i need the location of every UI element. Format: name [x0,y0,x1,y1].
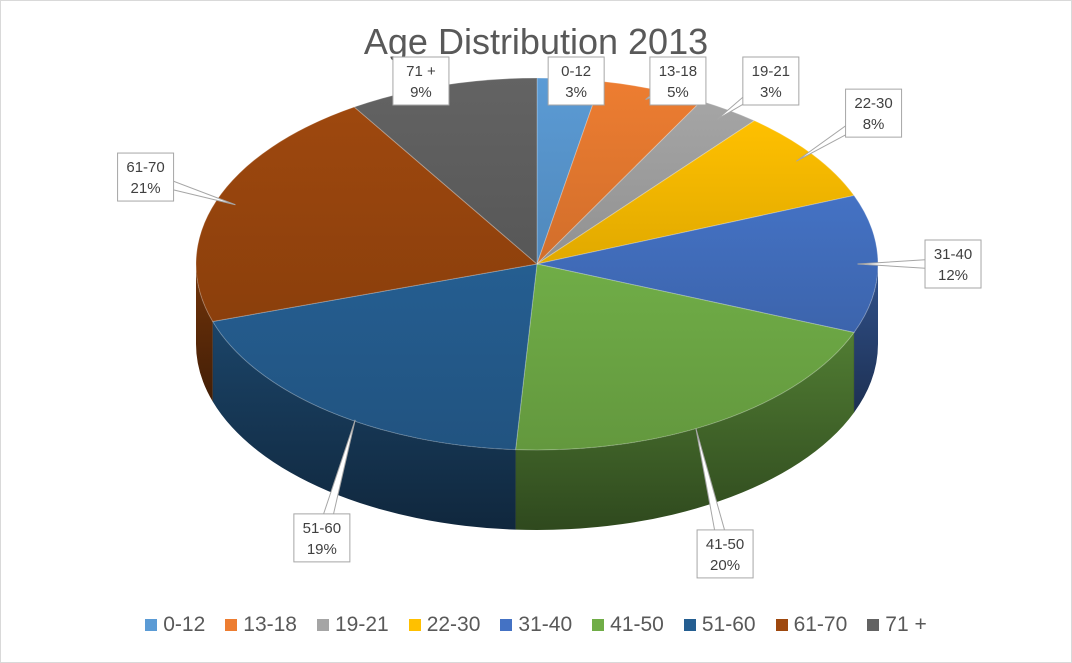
legend-label: 22-30 [426,613,481,636]
label-box [696,529,754,579]
label-percent: 5% [667,84,689,101]
legend-label: 51-60 [701,613,756,636]
legend-item: 71 + [867,613,927,637]
label-percent: 19% [307,541,337,558]
label-category: 41-50 [706,536,744,553]
legend-item: 31-40 [500,613,572,637]
legend-item: 51-60 [683,613,756,637]
label-category: 61-70 [126,159,164,176]
legend-swatch [867,619,880,631]
pie-side-4 [854,264,878,413]
data-label-8: 71 + 9% [392,56,450,106]
legend-item: 13-18 [225,613,297,637]
label-box [845,88,903,138]
legend-item: 41-50 [592,613,664,637]
label-box [742,56,800,106]
pie-side-walls [196,264,878,531]
chart-title: Age Distribution 2013 [363,21,709,62]
data-label-3: 22-30 8% [796,88,903,162]
label-box [649,56,707,106]
data-label-4: 31-40 12% [857,239,982,289]
legend-swatch [592,619,605,631]
legend: 0-12 13-18 19-21 22-30 31-40 41-50 51-60 61-70 7… [1,613,1071,637]
data-label-1: 13-18 5% [645,56,707,106]
data-labels: 0-12 3% 13-18 5% 19-21 3% 22-30 8% 31-40 12% 41-50… [117,56,982,579]
legend-label: 0-12 [163,613,206,636]
pie-side-5 [515,332,855,531]
label-category: 51-60 [303,520,341,537]
legend-label: 41-50 [610,613,664,636]
label-percent: 9% [410,84,432,101]
label-category: 13-18 [659,63,697,80]
pie-slice-41-50 [515,263,855,451]
data-label-7: 61-70 21% [117,152,236,206]
label-category: 0-12 [561,63,591,80]
label-category: 71 + [406,63,436,80]
legend-label: 19-21 [334,613,389,636]
pie-side-6 [212,321,516,530]
label-percent: 21% [131,180,161,197]
legend-item: 61-70 [775,613,848,637]
pie-slice-51-60 [211,263,538,451]
legend-swatch [500,619,513,631]
label-category: 22-30 [854,95,892,112]
legend-swatch [145,619,158,631]
legend-item: 19-21 [316,613,389,637]
label-category: 19-21 [752,63,790,80]
label-box [392,56,450,106]
data-label-0: 0-12 3% [547,56,605,106]
pie-top [195,77,879,451]
pie-slice-22-30 [536,120,855,265]
legend-item: 0-12 [145,613,205,637]
label-box [117,152,175,202]
label-percent: 20% [710,557,740,574]
legend-swatch [775,619,788,631]
legend-item: 22-30 [408,613,481,637]
label-category: 31-40 [934,246,972,263]
legend-swatch [408,619,421,631]
label-box [547,56,605,106]
legend-label: 31-40 [518,613,573,636]
legend-label: 61-70 [793,613,848,636]
data-label-6: 51-60 19% [293,419,356,563]
data-label-5: 41-50 20% [695,428,754,579]
label-percent: 3% [760,84,782,101]
legend-label: 71 + [885,613,927,636]
pie-slice-61-70 [195,106,539,323]
label-percent: 8% [863,116,885,133]
label-box [924,239,982,289]
label-percent: 3% [565,84,587,101]
legend-swatch [316,619,329,631]
legend-swatch [683,619,696,631]
legend-label: 13-18 [243,613,297,636]
data-label-2: 19-21 3% [716,56,800,120]
label-percent: 12% [938,267,968,284]
label-box [293,513,351,563]
pie-side-7 [196,264,213,402]
legend-swatch [225,619,238,631]
